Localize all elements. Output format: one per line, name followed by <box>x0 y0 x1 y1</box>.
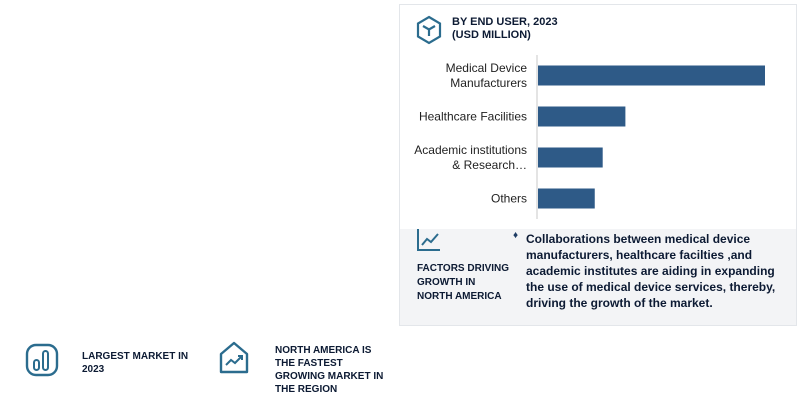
category-label-2-1: & Research… <box>452 158 527 172</box>
bar-1 <box>538 106 626 127</box>
category-label-0-0: Medical Device <box>446 61 528 75</box>
factors-title: FACTORS DRIVING GROWTH IN NORTH AMERICA <box>417 263 510 302</box>
bar-3 <box>538 188 595 209</box>
growth-house-icon <box>219 341 249 374</box>
category-label-2-0: Academic institutions <box>414 143 527 157</box>
segment-panel: BY END USER, 2023 (USD MILLION) Medical … <box>399 4 797 326</box>
category-label-1-0: Healthcare Facilities <box>419 110 527 124</box>
factors-background <box>400 229 796 325</box>
cube-icon <box>416 15 442 45</box>
largest-market-label: LARGEST MARKET IN 2023 <box>82 351 189 375</box>
category-label-3-0: Others <box>491 192 527 206</box>
bar-0 <box>538 65 765 86</box>
bar-gauge-icon <box>25 343 59 377</box>
fastest-growing-label: NORTH AMERICA IS THE FASTEST GROWING MAR… <box>275 345 384 395</box>
chart-title: BY END USER, 2023 (USD MILLION) <box>452 16 558 41</box>
trend-chart-icon <box>417 229 440 251</box>
bullet-icon: ♦ <box>513 230 519 241</box>
factors-text: Collaborations between medical device ma… <box>526 232 776 310</box>
category-label-0-1: Manufacturers <box>450 76 527 90</box>
bar-2 <box>538 147 603 168</box>
